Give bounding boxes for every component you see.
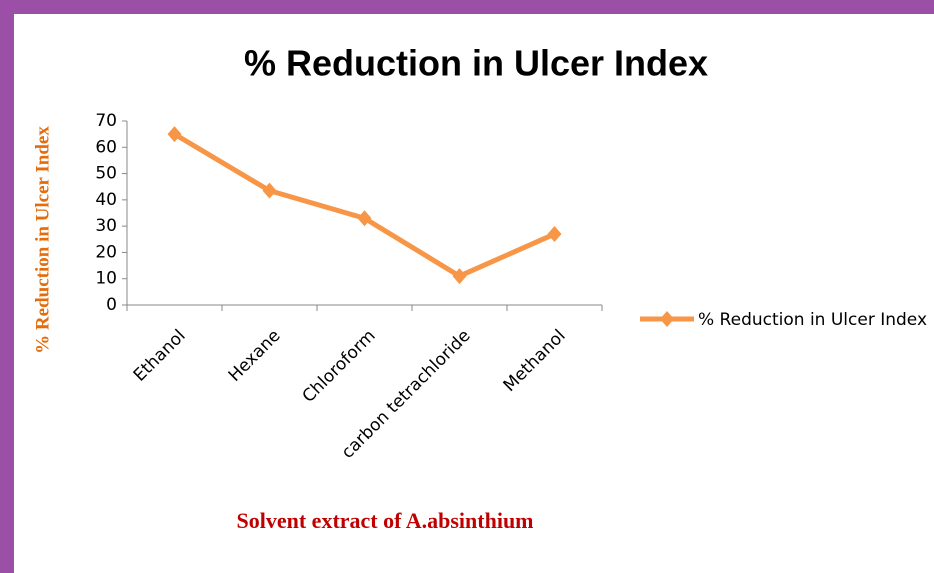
chart-title: % Reduction in Ulcer Index [244,43,708,84]
point [547,226,562,243]
y-tick-label: 70 [95,111,117,131]
x-tick-label: Chloroform [299,326,380,407]
point [452,268,467,285]
frame-left [0,0,14,573]
y-tick-label: 30 [95,216,117,236]
legend-label: % Reduction in Ulcer Index [698,310,928,330]
x-tick-label: Hexane [225,326,285,386]
y-tick-label: 0 [106,295,117,315]
y-tick-label: 50 [95,164,117,184]
y-tick-label: 60 [95,137,117,157]
legend-marker [660,311,674,327]
frame-top [0,0,934,14]
point [167,126,182,143]
y-tick-label: 20 [95,242,117,262]
series-line [173,131,556,279]
y-tick-label: 10 [95,269,117,289]
x-axis-label: Solvent extract of A.absinthium [237,508,534,533]
x-tick-label: Ethanol [130,326,190,386]
point [357,210,372,227]
point [262,182,277,199]
y-axis-label: % Reduction in Ulcer Index [32,126,53,354]
y-tick-label: 40 [95,190,117,210]
x-tick-label: Methanol [500,326,570,396]
